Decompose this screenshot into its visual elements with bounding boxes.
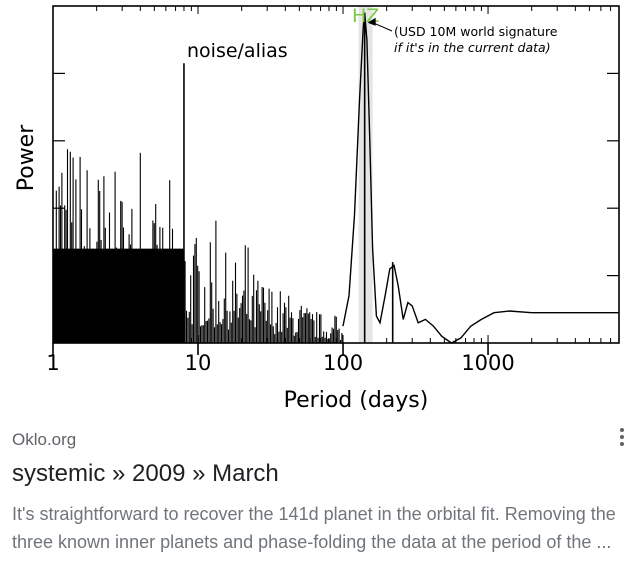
more-options-icon[interactable] <box>612 425 632 451</box>
periodogram-figure[interactable]: 1 10 100 1000 Period (days) Power HZ noise/alia… <box>0 0 633 415</box>
result-source[interactable]: Oklo.org <box>12 430 77 449</box>
result-title-link[interactable]: systemic » 2009 » March <box>12 460 279 487</box>
noise-base <box>53 248 184 343</box>
annotation-noise-alias: noise/alias <box>187 40 288 62</box>
x-tick-label: 1 <box>46 351 59 375</box>
annotation-signature-line2: if it's in the current data) <box>394 40 551 55</box>
x-tick-label: 100 <box>323 351 363 375</box>
result-snippet: It's straightforward to recover the 141d… <box>12 504 616 552</box>
hz-band <box>358 6 373 343</box>
annotation-signature-line1: (USD 10M world signature <box>394 24 558 39</box>
annotation-arrowhead <box>367 17 376 26</box>
series-line <box>342 12 619 344</box>
search-result-card[interactable]: Oklo.org systemic » 2009 » March It's st… <box>0 415 633 584</box>
x-tick-label: 1000 <box>461 351 514 375</box>
y-axis-label: Power <box>14 124 39 191</box>
x-tick-label: 10 <box>185 351 212 375</box>
x-axis-label: Period (days) <box>284 388 429 413</box>
